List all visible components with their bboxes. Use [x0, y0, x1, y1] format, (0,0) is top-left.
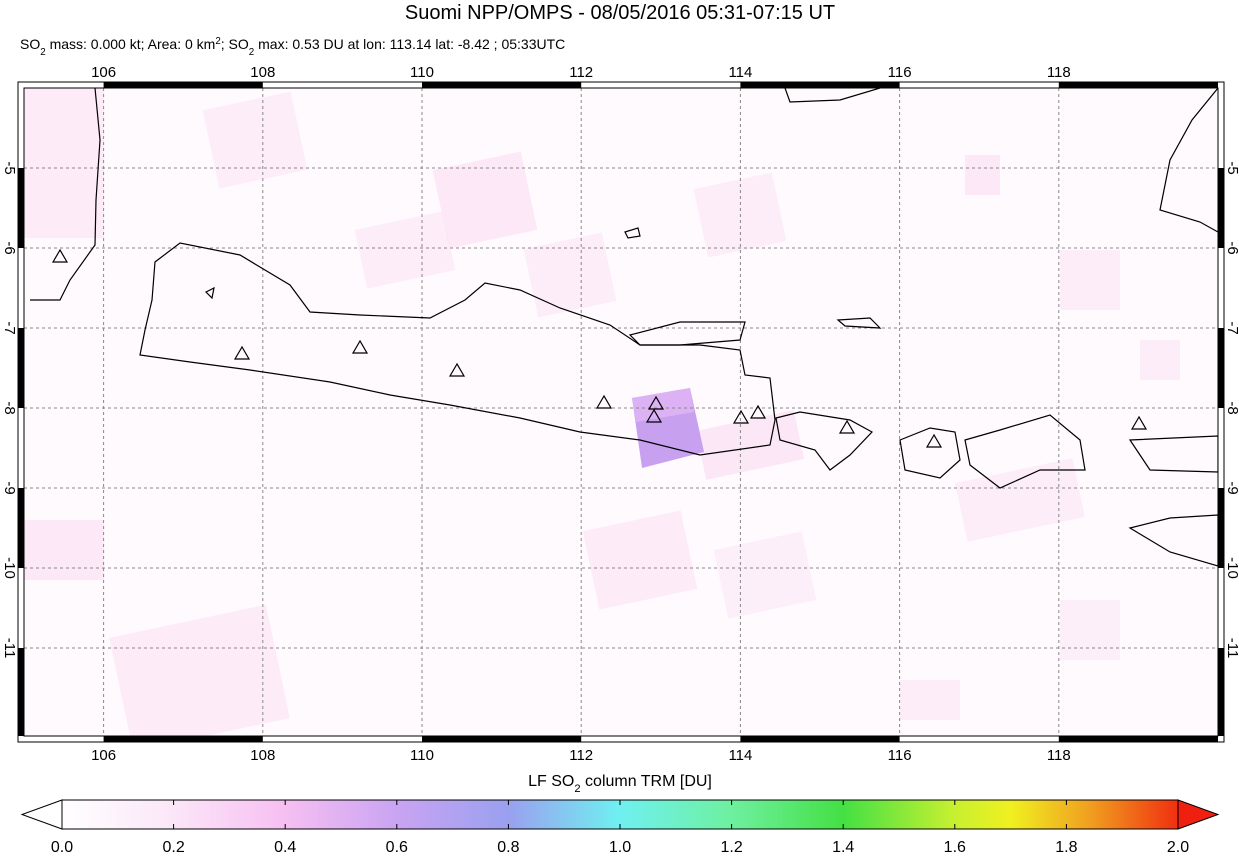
text-part: column TRM [DU]	[581, 773, 712, 790]
colorbar-tick-label: 1.6	[944, 839, 966, 855]
lon-tick-label: 110	[410, 747, 434, 764]
colorbar-tick-label: 0.4	[274, 839, 296, 855]
text-part: ; SO	[221, 36, 249, 52]
lon-tick-label: 112	[569, 64, 593, 81]
text-part: max: 0.53 DU at lon: 113.14 lat: -8.42 ;…	[254, 36, 565, 52]
volcanoes	[51, 248, 1148, 448]
colorbar-tick-label: 0.2	[162, 839, 184, 855]
frame-bar	[103, 82, 263, 88]
lon-tick-label: 106	[91, 64, 116, 81]
colorbar-tick-label: 0.0	[51, 839, 73, 855]
lon-tick-label: 114	[728, 747, 752, 764]
frame-bar	[740, 736, 900, 742]
text-part: mass: 0.000 kt; Area: 0 km	[46, 36, 216, 52]
colorbar-high-arrow	[1177, 799, 1220, 830]
frame-bar	[1218, 328, 1224, 408]
lat-tick-label: -7	[1224, 321, 1239, 334]
frame-outline	[17, 81, 1225, 743]
frame-bar	[1218, 488, 1224, 568]
lat-tick-label: -10	[1, 557, 18, 579]
lat-tick-label: -10	[1224, 557, 1239, 579]
frame-bar	[103, 736, 263, 742]
so2-plume-edge	[632, 388, 694, 422]
superscript: 2	[215, 36, 220, 47]
title: Suomi NPP/OMPS - 08/05/2016 05:31-07:15 …	[405, 2, 835, 24]
frame-bar	[18, 648, 24, 736]
lat-tick-label: -5	[1224, 161, 1239, 174]
frame-bar	[18, 168, 24, 248]
colorbar-tick-label: 1.0	[609, 839, 631, 855]
colorbar-label: LF SO2 column TRM [DU]	[528, 773, 712, 795]
frame-bar	[1218, 648, 1224, 736]
map-frame: 106 106 108 108 110 110 112 112 114 114 116 116 118 1…	[1, 64, 1239, 764]
lat-tick-label: -9	[1224, 481, 1239, 494]
lat-tick-label: -8	[1, 401, 18, 414]
colorbar-ticks: 0.0 0.2 0.4 0.6 0.8 1.0 1.2 1.4 1.6 1.8 2.0	[51, 800, 1189, 856]
coastlines	[30, 88, 1218, 567]
lat-tick-label: -5	[1, 161, 18, 174]
text-part: SO	[20, 36, 40, 52]
subscript: 2	[574, 783, 580, 795]
subscript: 2	[249, 47, 254, 58]
lon-tick-label: 108	[250, 747, 275, 764]
frame-bar	[18, 328, 24, 408]
lon-tick-label: 118	[1047, 747, 1071, 764]
lat-tick-label: -7	[1, 321, 18, 334]
subtitle: SO2 mass: 0.000 kt; Area: 0 km2; SO2 max…	[20, 36, 565, 58]
lon-tick-label: 116	[888, 747, 912, 764]
lon-tick-label: 112	[569, 747, 593, 764]
colorbar-tick-label: 2.0	[1167, 839, 1189, 855]
lon-tick-label: 114	[728, 64, 752, 81]
frame-bar	[422, 736, 582, 742]
colorbar-tick-label: 1.2	[720, 839, 742, 855]
frame-bar	[1058, 82, 1218, 88]
frame-bar	[1218, 168, 1224, 248]
frame-bar	[422, 82, 582, 88]
map	[24, 88, 1218, 736]
lat-tick-label: -11	[1224, 638, 1239, 659]
frame-inner	[23, 87, 1219, 737]
subscript: 2	[40, 47, 45, 58]
colorbar-tick-label: 0.8	[497, 839, 519, 855]
lat-tick-label: -9	[1, 481, 18, 494]
colorbar-tick-label: 1.8	[1055, 839, 1077, 855]
lat-tick-label: -8	[1224, 401, 1239, 414]
lat-tick-label: -6	[1224, 241, 1239, 254]
lat-tick-label: -11	[1, 638, 18, 659]
text-part: LF SO	[528, 773, 574, 790]
lat-tick-label: -6	[1, 241, 18, 254]
frame-bar	[740, 82, 900, 88]
lon-tick-label: 106	[91, 747, 116, 764]
colorbar-tick-label: 0.6	[386, 839, 408, 855]
lon-tick-label: 116	[888, 64, 912, 81]
frame-bar	[1058, 736, 1218, 742]
lon-tick-label: 110	[410, 64, 434, 81]
lon-tick-label: 118	[1047, 64, 1071, 81]
lon-tick-label: 108	[250, 64, 275, 81]
colorbar-low-arrow	[20, 799, 63, 830]
colorbar-tick-label: 1.4	[832, 839, 854, 855]
frame-bar	[18, 488, 24, 568]
